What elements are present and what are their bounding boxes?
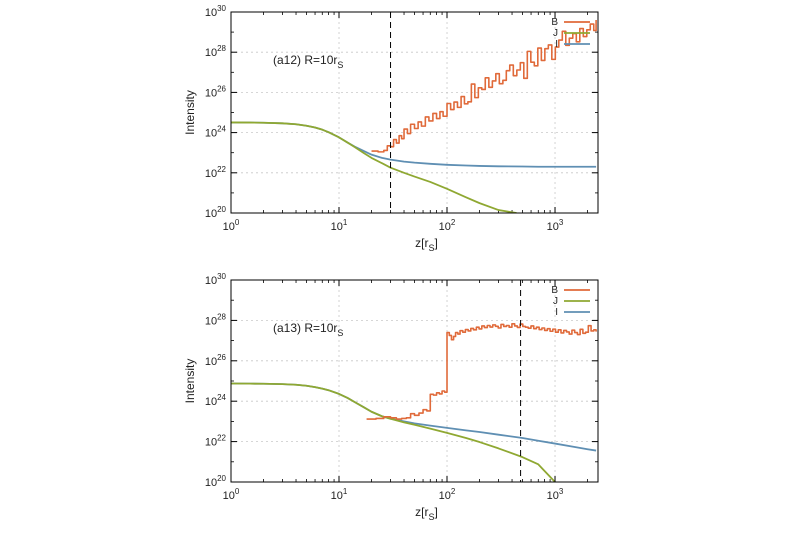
y-tick-label: 1030 xyxy=(205,272,227,287)
y-tick-label: 1022 xyxy=(205,434,227,449)
y-tick-label: 1026 xyxy=(205,353,227,368)
series-line-I xyxy=(231,121,597,168)
y-tick-label: 1020 xyxy=(205,205,227,220)
x-tick-label: 101 xyxy=(331,487,348,502)
y-tick-label: 1024 xyxy=(205,125,227,140)
x-tick-label: 102 xyxy=(439,487,456,502)
x-tick-label: 103 xyxy=(547,487,564,502)
x-tick-label: 101 xyxy=(331,218,348,233)
series-line-I xyxy=(231,382,597,452)
legend-label-I: I xyxy=(555,307,558,318)
panel-annotation: (a13) R=10rS xyxy=(273,321,343,338)
plot-frame xyxy=(230,11,599,214)
panel-a13: 100 101 102 103 1020 1022 1024 1026 1028 1030 z[rS… xyxy=(183,272,599,522)
x-tick-label: 100 xyxy=(223,218,240,233)
x-axis-title: z[rS] xyxy=(415,505,438,522)
series-line-B xyxy=(371,20,597,153)
y-tick-label: 1022 xyxy=(205,165,227,180)
y-tick-label: 1024 xyxy=(205,393,227,408)
legend-label-I: I xyxy=(555,39,558,50)
series-line-J xyxy=(231,121,517,213)
legend-label-J: J xyxy=(553,28,558,39)
series-line-B xyxy=(366,322,597,420)
x-tick-label: 102 xyxy=(439,218,456,233)
y-tick-label: 1030 xyxy=(205,4,227,19)
y-axis-title: Intensity xyxy=(183,90,197,135)
legend-label-B: B xyxy=(551,285,558,296)
x-tick-label: 103 xyxy=(547,218,564,233)
y-tick-label: 1028 xyxy=(205,44,227,59)
plot-frame xyxy=(230,279,599,483)
x-axis-title: z[rS] xyxy=(415,236,438,253)
legend-label-J: J xyxy=(553,296,558,307)
y-tick-label: 1026 xyxy=(205,84,227,99)
x-tick-label: 100 xyxy=(223,487,240,502)
y-tick-label: 1028 xyxy=(205,312,227,327)
y-tick-label: 1020 xyxy=(205,474,227,489)
y-axis-title: Intensity xyxy=(183,359,197,404)
legend-label-B: B xyxy=(551,17,558,28)
panel-annotation: (a12) R=10rS xyxy=(273,53,343,70)
panel-a12: 100 101 102 103 1020 1022 1024 1026 1028 1030 z[rS… xyxy=(183,4,599,253)
series-line-J xyxy=(231,382,556,482)
